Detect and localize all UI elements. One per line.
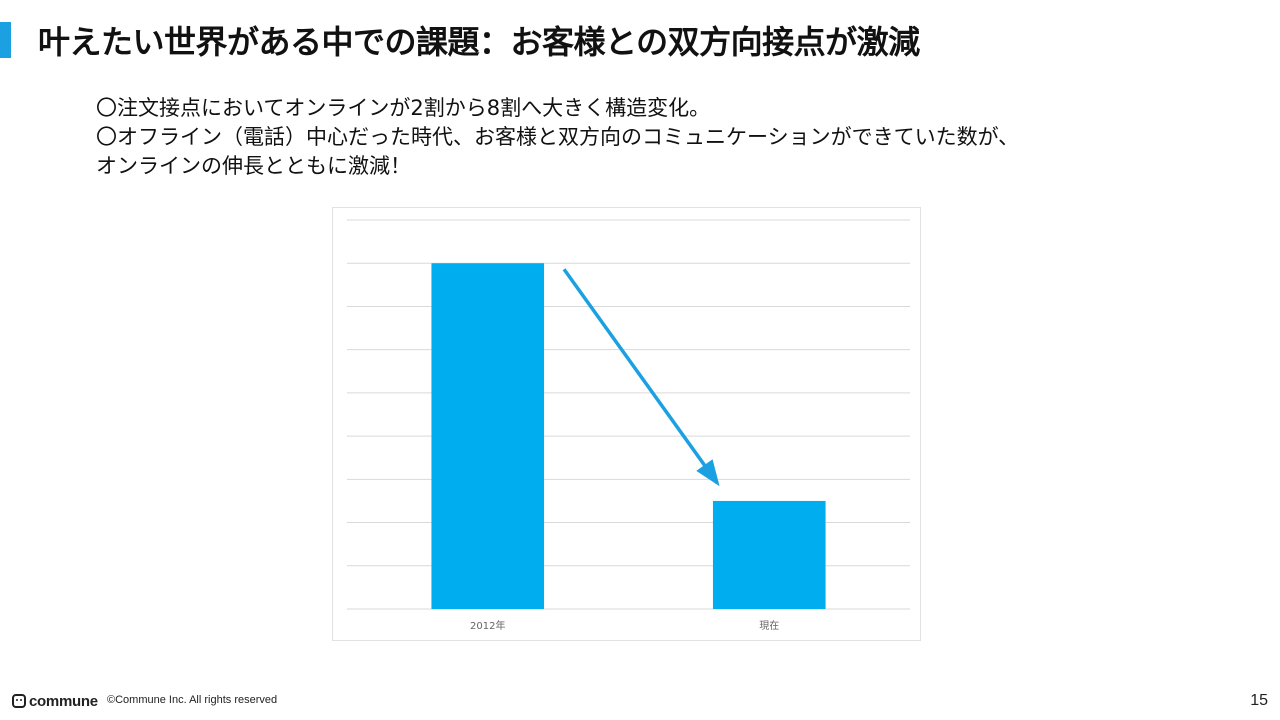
x-tick-label: 2012年 (470, 619, 505, 632)
bar (712, 500, 826, 609)
bar (431, 263, 545, 609)
copyright-text: ©Commune Inc. All rights reserved (107, 694, 278, 706)
trend-arrow-head (696, 459, 720, 487)
page-number: 15 (1250, 692, 1268, 709)
bar-chart: 2012年 現在 (332, 207, 921, 641)
x-tick-label: 現在 (759, 620, 779, 632)
bar-chart-svg: 2012年 現在 (347, 219, 910, 632)
logo-text: commune (29, 692, 98, 710)
commune-logo-icon (12, 694, 26, 708)
bullet-line: 〇オフライン（電話）中心だった時代、お客様と双方向のコミュニケーションができてい… (96, 125, 1020, 149)
bullet-list: 〇注文接点においてオンラインが2割から8割へ大きく構造変化。 〇オフライン（電話… (96, 94, 1216, 181)
trend-arrow-line (562, 268, 719, 484)
slide-title: 叶えたい世界がある中での課題：お客様との双方向接点が激減 (38, 23, 920, 61)
title-accent-bar (0, 22, 11, 58)
commune-logo: commune (12, 691, 98, 711)
bullet-line: 〇注文接点においてオンラインが2割から8割へ大きく構造変化。 (96, 96, 711, 120)
bullet-line: オンラインの伸長とともに激減！ (96, 154, 411, 178)
